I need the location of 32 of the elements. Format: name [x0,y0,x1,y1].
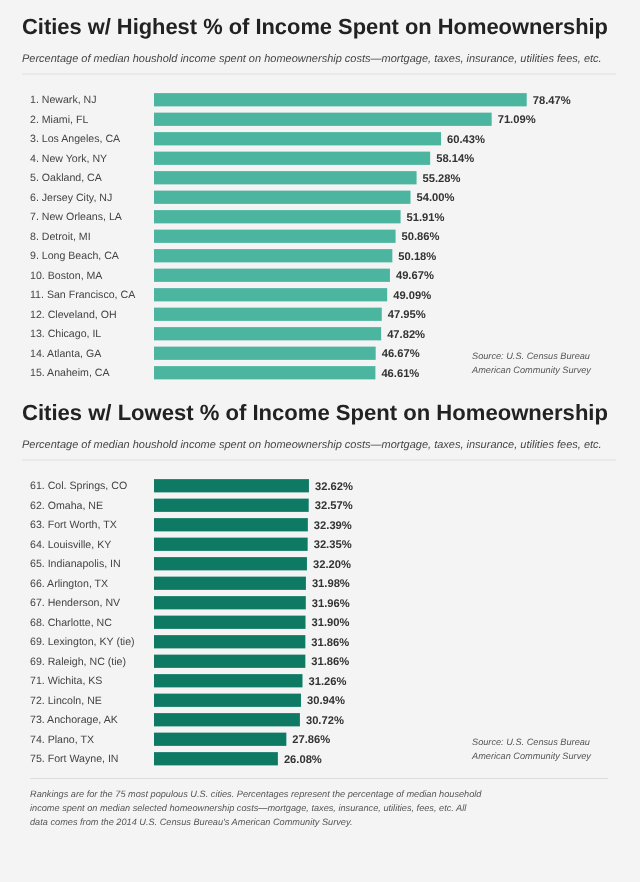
bar [154,132,442,146]
bar [154,752,278,766]
bar [154,366,376,380]
bar [154,732,287,746]
bar [154,479,309,493]
bar [154,576,306,590]
bar [154,190,411,204]
bar [154,93,527,107]
bar [154,307,382,321]
bar [154,268,390,282]
bar [154,112,492,126]
bar [154,713,300,727]
bar [154,635,306,649]
bar [154,693,301,707]
chart-title: Cities w/ Lowest % of Income Spent on Homeownership [22,402,609,426]
bar [154,498,309,512]
bar [154,346,376,360]
bar [154,518,308,532]
bar [154,288,388,302]
bar [154,537,308,551]
bar [154,249,393,263]
bar [154,596,306,610]
bar [154,654,306,668]
bar [154,557,307,571]
bar [154,151,431,165]
bar [154,327,382,341]
bar [154,674,303,688]
bar [154,210,401,224]
bar [154,229,396,243]
bar [154,615,306,629]
chart-title: Cities w/ Highest % of Income Spent on Homeownership [22,16,612,40]
bar [154,171,417,185]
